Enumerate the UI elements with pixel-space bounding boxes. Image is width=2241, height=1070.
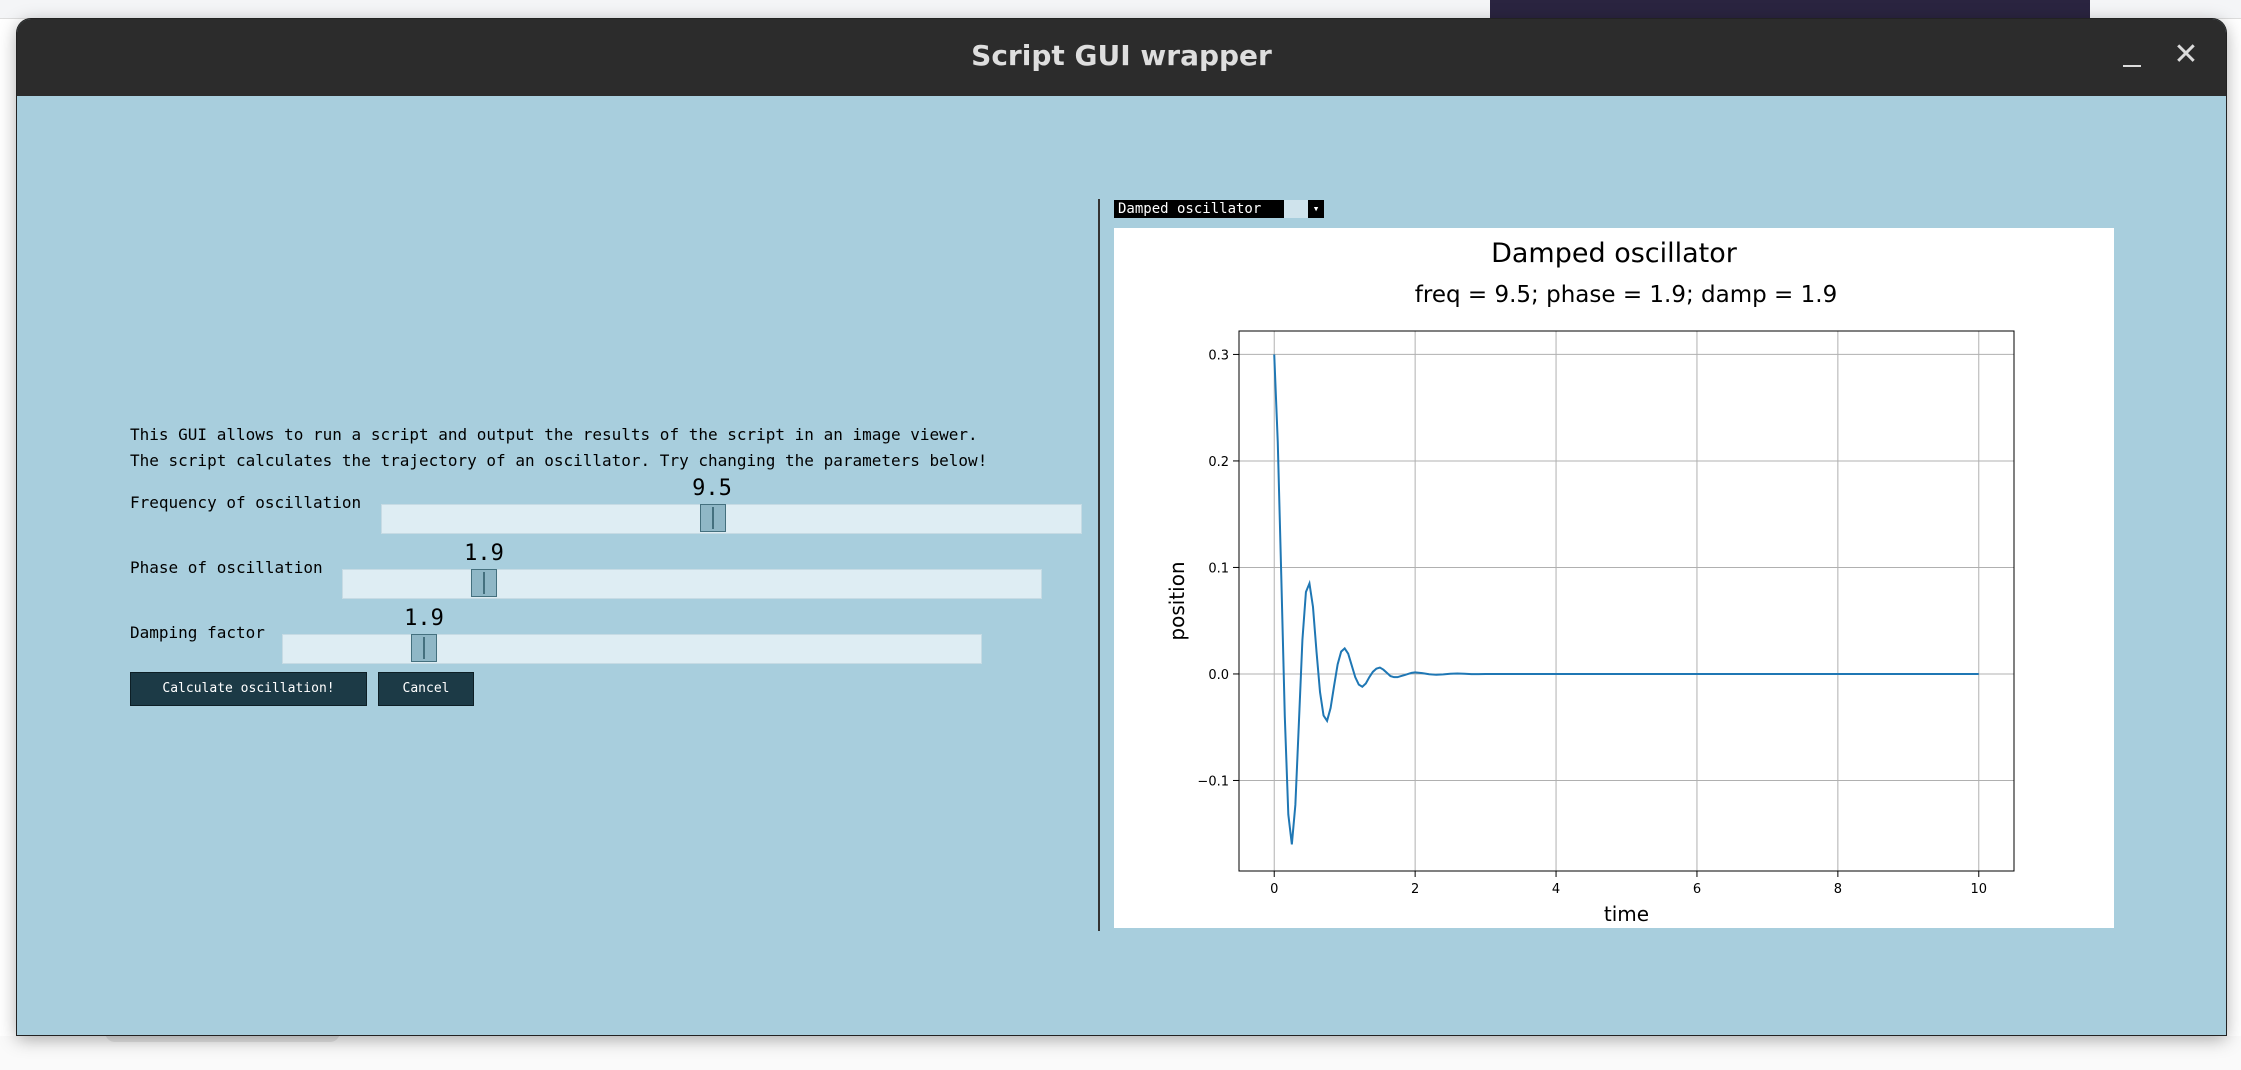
y-tick-label-2: 0.1: [1208, 561, 1229, 576]
image-select-value[interactable]: Damped oscillator: [1114, 200, 1284, 218]
damping-slider-thumb[interactable]: [411, 634, 437, 662]
window-title: Script GUI wrapper: [971, 39, 1272, 72]
x-tick-label-0: 0: [1270, 882, 1278, 897]
y-tick-label-3: 0.2: [1208, 455, 1229, 470]
y-tick-label-1: 0.0: [1208, 668, 1229, 683]
y-tick-label-4: 0.3: [1208, 348, 1229, 363]
panel-divider: [1098, 199, 1100, 931]
frequency-value: 9.5: [692, 476, 732, 501]
damping-value: 1.9: [404, 606, 444, 631]
background-page-bottom: [0, 1036, 2241, 1070]
title-bar[interactable]: Script GUI wrapper ✕: [17, 19, 2226, 96]
background-image-thumbnail: [1490, 0, 2090, 22]
oscillator-chart: Damped oscillator freq = 9.5; phase = 1.9…: [1165, 238, 2015, 926]
phase-slider-thumb[interactable]: [471, 569, 497, 597]
minimize-icon[interactable]: [2110, 33, 2154, 77]
x-axis-label: time: [1604, 902, 1649, 926]
frequency-slider[interactable]: [381, 504, 1082, 534]
damping-label: Damping factor: [130, 623, 265, 642]
description: This GUI allows to run a script and outp…: [130, 422, 987, 474]
frequency-label: Frequency of oscillation: [130, 493, 362, 512]
chart-title: Damped oscillator: [1491, 238, 1738, 269]
image-viewer: Damped oscillator freq = 9.5; phase = 1.9…: [1114, 228, 2114, 928]
frequency-slider-thumb[interactable]: [700, 504, 726, 532]
app-window: Script GUI wrapper ✕ This GUI allows to …: [17, 19, 2226, 1035]
x-tick-label-2: 4: [1552, 882, 1560, 897]
image-select[interactable]: Damped oscillator ▾: [1114, 200, 1324, 218]
axes-frame: [1238, 330, 2015, 872]
description-line-2: The script calculates the trajectory of …: [130, 451, 988, 470]
x-tick-label-1: 2: [1411, 882, 1419, 897]
chart-subtitle: freq = 9.5; phase = 1.9; damp = 1.9: [1415, 282, 1837, 308]
x-tick-label-5: 10: [1970, 882, 1987, 897]
series-line: [1273, 354, 1979, 845]
damping-slider[interactable]: [282, 634, 982, 664]
calculate-button[interactable]: Calculate oscillation!: [130, 672, 367, 706]
chevron-down-icon[interactable]: ▾: [1308, 200, 1324, 218]
x-tick-label-3: 6: [1693, 882, 1701, 897]
y-axis-label: position: [1165, 561, 1189, 640]
description-line-1: This GUI allows to run a script and outp…: [130, 425, 978, 444]
phase-label: Phase of oscillation: [130, 558, 323, 577]
close-icon[interactable]: ✕: [2173, 37, 2199, 72]
phase-value: 1.9: [464, 541, 504, 566]
cancel-button[interactable]: Cancel: [378, 672, 474, 706]
phase-slider[interactable]: [342, 569, 1042, 599]
x-tick-label-4: 8: [1834, 882, 1842, 897]
y-tick-label-0: −0.1: [1197, 774, 1229, 789]
